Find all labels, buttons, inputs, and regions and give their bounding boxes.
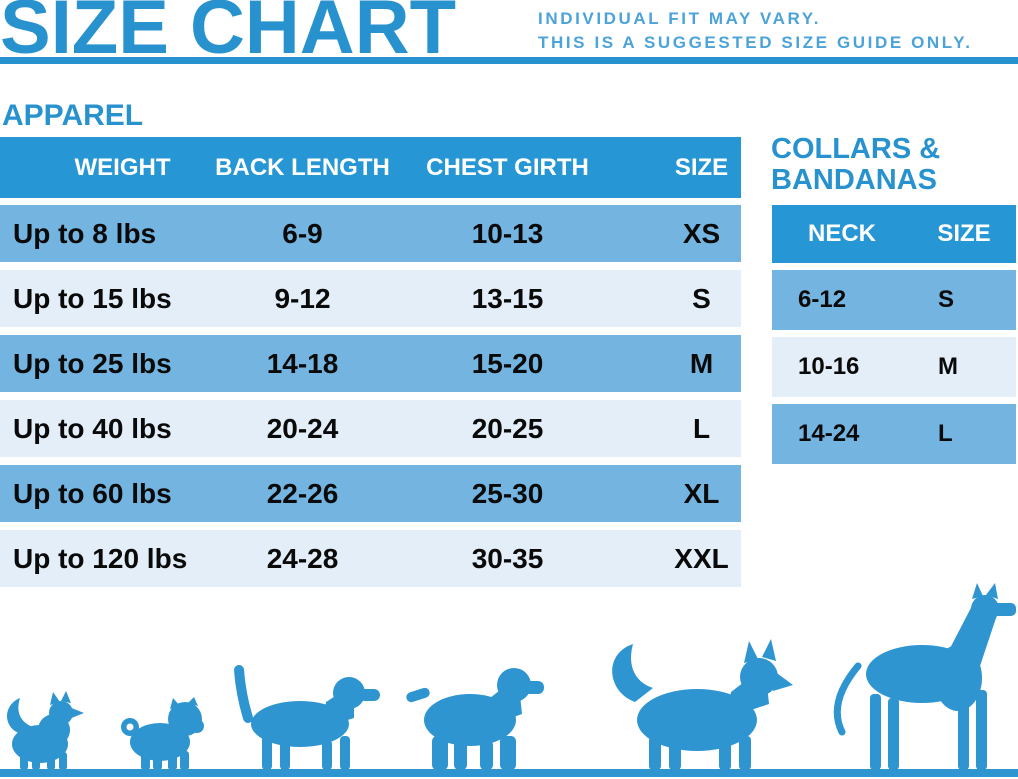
apparel-col-back-length: BACK LENGTH [215, 153, 390, 181]
chest-girth-cell: 20-25 [471, 412, 544, 444]
weight-cell: Up to 8 lbs [13, 217, 157, 249]
back-length-cell: 6-9 [282, 217, 323, 249]
collars-col-neck: NECK [807, 220, 876, 247]
collars-row-m: 10-16 M [772, 337, 1016, 397]
size-cell: M [938, 353, 958, 380]
collars-col-size: SIZE [937, 220, 991, 247]
great-dane-dog-icon [828, 582, 1016, 770]
disclaimer-line-2: THIS IS A SUGGESTED SIZE GUIDE ONLY. [538, 33, 973, 52]
weight-cell: Up to 60 lbs [13, 477, 172, 509]
apparel-heading: APPAREL [2, 99, 144, 132]
neck-cell: 14-24 [798, 420, 860, 447]
weight-cell: Up to 40 lbs [13, 412, 172, 444]
apparel-row-m: Up to 25 lbs 14-18 15-20 M [0, 335, 741, 392]
apparel-row-l: Up to 40 lbs 20-24 20-25 L [0, 400, 741, 457]
chest-girth-cell: 25-30 [471, 477, 544, 509]
size-cell: S [938, 286, 955, 313]
pug-dog-icon [118, 696, 208, 770]
back-length-cell: 14-18 [266, 347, 339, 379]
ground-line [0, 769, 1018, 777]
cocker-spaniel-dog-icon [406, 656, 544, 770]
back-length-cell: 24-28 [266, 542, 339, 574]
size-cell: XXL [674, 542, 729, 574]
size-cell: XL [683, 477, 720, 509]
size-cell: L [692, 412, 711, 444]
chest-girth-cell: 10-13 [471, 217, 544, 249]
back-length-cell: 22-26 [266, 477, 339, 509]
disclaimer-line-1: INDIVIDUAL FIT MAY VARY. [538, 9, 822, 28]
collars-row-s: 6-12 S [772, 270, 1016, 330]
chest-girth-cell: 13-15 [471, 282, 544, 314]
apparel-row-xs: Up to 8 lbs 6-9 10-13 XS [0, 205, 741, 262]
pomeranian-dog-icon [0, 690, 84, 770]
collars-heading: COLLARS & BANDANAS [771, 134, 940, 196]
page-title: SIZE CHART [0, 0, 456, 70]
back-length-cell: 20-24 [266, 412, 339, 444]
weight-cell: Up to 120 lbs [13, 542, 188, 574]
size-cell: S [692, 282, 711, 314]
husky-dog-icon [595, 630, 793, 770]
size-cell: XS [682, 217, 721, 249]
collars-table: NECK SIZE 6-12 S 10-16 M 14-24 L [772, 205, 1016, 471]
chest-girth-cell: 15-20 [471, 347, 544, 379]
size-cell: L [938, 420, 953, 447]
neck-cell: 10-16 [798, 353, 860, 380]
back-length-cell: 9-12 [274, 282, 331, 314]
apparel-row-xl: Up to 60 lbs 22-26 25-30 XL [0, 465, 741, 522]
collars-heading-line-2: BANDANAS [771, 164, 937, 196]
apparel-col-size: SIZE [674, 153, 729, 181]
apparel-table: WEIGHT BACK LENGTH CHEST GIRTH SIZE Up t… [0, 137, 741, 595]
size-cell: M [689, 347, 714, 379]
weight-cell: Up to 15 lbs [13, 282, 172, 314]
apparel-row-s: Up to 15 lbs 9-12 13-15 S [0, 270, 741, 327]
apparel-col-chest-girth: CHEST GIRTH [426, 153, 589, 181]
collars-row-l: 14-24 L [772, 404, 1016, 464]
neck-cell: 6-12 [798, 286, 847, 313]
disclaimer: INDIVIDUAL FIT MAY VARY. THIS IS A SUGGE… [538, 7, 973, 55]
beagle-dog-icon [228, 662, 380, 770]
apparel-header-row: WEIGHT BACK LENGTH CHEST GIRTH SIZE [0, 137, 741, 198]
apparel-row-xxl: Up to 120 lbs 24-28 30-35 XXL [0, 530, 741, 587]
collars-header-row: NECK SIZE [772, 205, 1016, 263]
apparel-col-weight: WEIGHT [74, 153, 171, 181]
title-underline [0, 57, 1018, 64]
weight-cell: Up to 25 lbs [13, 347, 172, 379]
chest-girth-cell: 30-35 [471, 542, 544, 574]
collars-heading-line-1: COLLARS & [771, 133, 941, 165]
